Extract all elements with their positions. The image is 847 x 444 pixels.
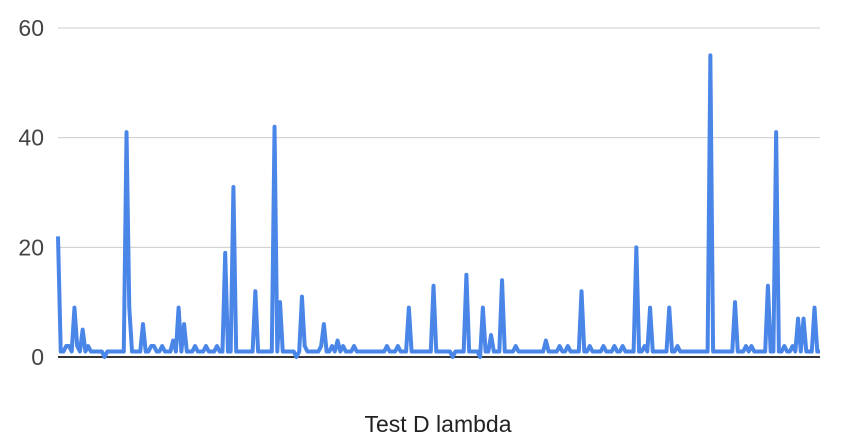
y-tick-label: 40 — [18, 125, 44, 151]
gridlines — [58, 27, 820, 248]
y-tick-label: 60 — [18, 15, 44, 41]
series-layer — [56, 53, 820, 359]
x-axis-title: Test D lambda — [364, 411, 511, 437]
y-tick-label: 0 — [31, 344, 44, 370]
y-axis-tick-labels: 0 20 40 60 — [18, 15, 44, 370]
series-line-0 — [56, 53, 820, 359]
y-tick-label: 20 — [18, 234, 44, 260]
